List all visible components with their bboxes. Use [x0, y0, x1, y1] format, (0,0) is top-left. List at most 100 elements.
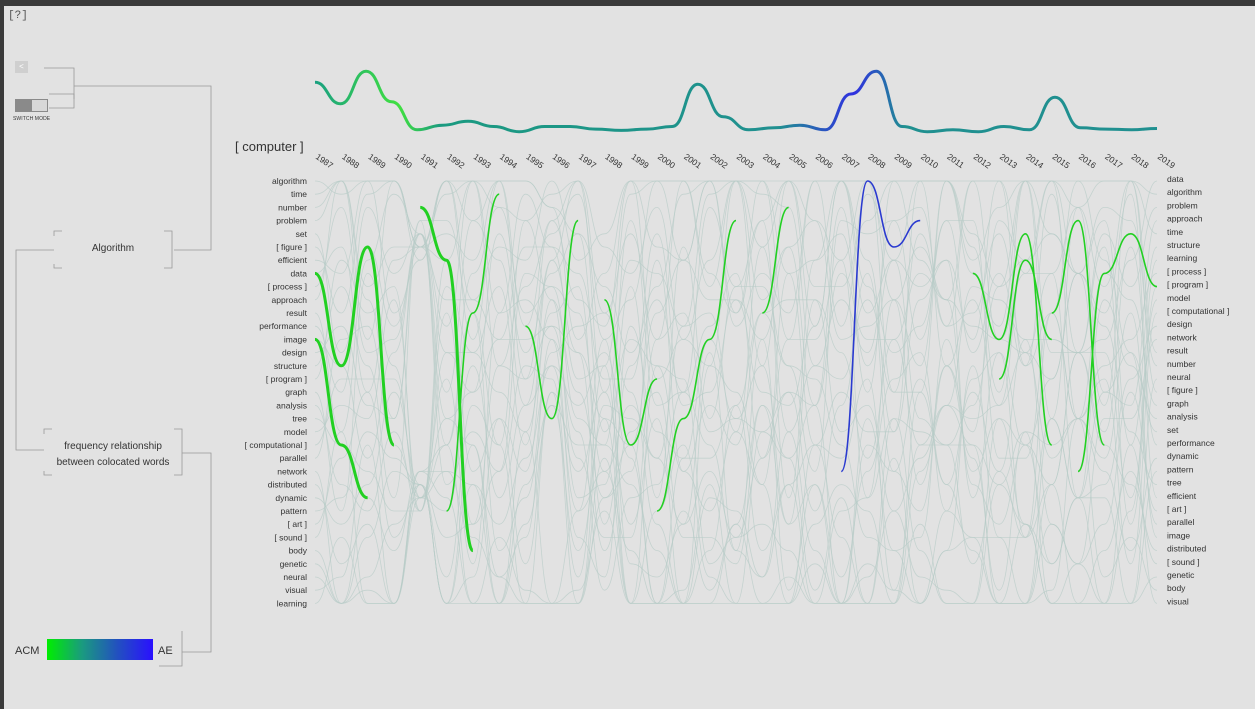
app-canvas: [?] < SWITCH MODE Algorithm frequency re… — [4, 6, 1255, 709]
year-tick-label: 1999 — [630, 151, 651, 170]
legend-right-label: AE — [158, 645, 173, 657]
right-term-label[interactable]: network — [1167, 332, 1198, 342]
connector-lines — [15, 67, 212, 667]
right-term-label[interactable]: distributed — [1167, 544, 1206, 554]
left-term-label[interactable]: visual — [285, 585, 307, 595]
year-tick-label: 2005 — [787, 151, 808, 170]
left-term-label[interactable]: neural — [283, 572, 307, 582]
left-term-label[interactable]: analysis — [276, 400, 307, 410]
left-term-label[interactable]: model — [284, 427, 307, 437]
left-term-label[interactable]: problem — [276, 216, 307, 226]
left-term-label[interactable]: body — [289, 546, 308, 556]
right-term-label[interactable]: time — [1167, 227, 1183, 237]
chart-svg: 1987 1988 1989 1990 1991 1992 1993 1994 1995 1996… — [245, 69, 1229, 608]
right-term-label[interactable]: dynamic — [1167, 451, 1199, 461]
year-tick-label: 2006 — [814, 151, 835, 170]
left-term-label[interactable]: learning — [277, 598, 308, 608]
right-term-label[interactable]: [ computational ] — [1167, 306, 1229, 316]
right-term-label[interactable]: approach — [1167, 214, 1203, 224]
right-term-label[interactable]: [ art ] — [1167, 504, 1186, 514]
year-tick-label: 2008 — [866, 151, 887, 170]
right-term-label[interactable]: genetic — [1167, 570, 1195, 580]
stream-lines — [314, 180, 1158, 604]
help-button[interactable]: [?] — [8, 10, 28, 22]
year-tick-label: 2004 — [761, 151, 782, 170]
left-term-label[interactable]: approach — [272, 295, 308, 305]
right-term-label[interactable]: visual — [1167, 596, 1189, 606]
right-term-label[interactable]: structure — [1167, 240, 1200, 250]
right-term-label[interactable]: problem — [1167, 200, 1198, 210]
left-term-label[interactable]: efficient — [278, 255, 308, 265]
algorithm-box[interactable]: Algorithm — [54, 231, 172, 269]
right-term-label[interactable]: graph — [1167, 398, 1189, 408]
right-term-label[interactable]: neural — [1167, 372, 1191, 382]
right-term-label[interactable]: analysis — [1167, 412, 1198, 422]
highlighted-stream — [656, 219, 737, 512]
right-term-label[interactable]: tree — [1167, 478, 1182, 488]
left-term-label[interactable]: [ art ] — [288, 519, 307, 529]
right-term-label[interactable]: set — [1167, 425, 1179, 435]
right-term-label[interactable]: design — [1167, 319, 1192, 329]
chart-title: [ computer ] — [235, 139, 304, 154]
left-term-label[interactable]: design — [282, 348, 307, 358]
left-term-label[interactable]: [ program ] — [266, 374, 307, 384]
right-term-label[interactable]: [ process ] — [1167, 266, 1206, 276]
term-stream-line — [314, 220, 1158, 499]
left-term-label[interactable]: graph — [285, 387, 307, 397]
switch-mode-label: SWITCH MODE — [13, 116, 51, 122]
highlighted-stream — [1077, 232, 1158, 473]
left-term-label[interactable]: distributed — [268, 480, 307, 490]
frequency-line — [314, 69, 1158, 134]
left-term-label[interactable]: image — [284, 334, 307, 344]
left-term-label[interactable]: performance — [259, 321, 307, 331]
year-tick-label: 1994 — [498, 151, 519, 170]
term-stream-line — [314, 338, 1158, 604]
left-term-label[interactable]: pattern — [281, 506, 308, 516]
left-term-label[interactable]: [ computational ] — [245, 440, 307, 450]
right-term-label[interactable]: efficient — [1167, 491, 1197, 501]
left-term-label[interactable]: result — [286, 308, 307, 318]
right-term-label[interactable]: number — [1167, 359, 1196, 369]
right-term-label[interactable]: model — [1167, 293, 1190, 303]
right-term-label[interactable]: performance — [1167, 438, 1215, 448]
left-term-label[interactable]: set — [296, 229, 308, 239]
right-term-label[interactable]: [ sound ] — [1167, 557, 1200, 567]
right-term-label[interactable]: algorithm — [1167, 187, 1202, 197]
left-term-label[interactable]: tree — [292, 414, 307, 424]
right-term-label[interactable]: image — [1167, 530, 1190, 540]
left-term-label[interactable]: [ sound ] — [274, 532, 307, 542]
term-stream-line — [314, 180, 1158, 340]
left-term-label[interactable]: time — [291, 189, 307, 199]
algorithm-label: Algorithm — [91, 243, 135, 254]
term-stream-line — [314, 378, 1158, 604]
right-term-label[interactable]: parallel — [1167, 517, 1195, 527]
left-term-label[interactable]: data — [290, 268, 307, 278]
right-term-label[interactable]: body — [1167, 583, 1186, 593]
year-tick-label: 1990 — [393, 151, 414, 170]
term-stream-line — [314, 180, 1158, 327]
left-term-label[interactable]: parallel — [280, 453, 308, 463]
left-term-label[interactable]: network — [277, 466, 308, 476]
left-term-label[interactable]: genetic — [280, 559, 308, 569]
year-tick-label: 2017 — [1103, 151, 1124, 170]
right-term-label[interactable]: [ figure ] — [1167, 385, 1198, 395]
right-term-label[interactable]: [ program ] — [1167, 280, 1208, 290]
year-tick-label: 1998 — [603, 151, 624, 170]
year-axis: 1987 1988 1989 1990 1991 1992 1993 1994 1995 1996… — [314, 151, 1177, 170]
left-term-label[interactable]: [ figure ] — [276, 242, 307, 252]
left-term-label[interactable]: [ process ] — [268, 282, 307, 292]
year-tick-label: 2016 — [1077, 151, 1098, 170]
right-term-label[interactable]: data — [1167, 174, 1184, 184]
term-stream-line — [314, 365, 1158, 604]
left-term-label[interactable]: algorithm — [272, 176, 307, 186]
right-term-label[interactable]: result — [1167, 346, 1188, 356]
year-tick-label: 2015 — [1051, 151, 1072, 170]
right-term-label[interactable]: pattern — [1167, 464, 1194, 474]
back-button[interactable]: < — [15, 61, 28, 73]
left-term-label[interactable]: dynamic — [275, 493, 307, 503]
left-term-label[interactable]: number — [278, 202, 307, 212]
switch-mode-toggle[interactable] — [15, 99, 48, 112]
right-term-label[interactable]: learning — [1167, 253, 1198, 263]
left-term-label[interactable]: structure — [274, 361, 307, 371]
highlighted-stream — [603, 299, 658, 446]
